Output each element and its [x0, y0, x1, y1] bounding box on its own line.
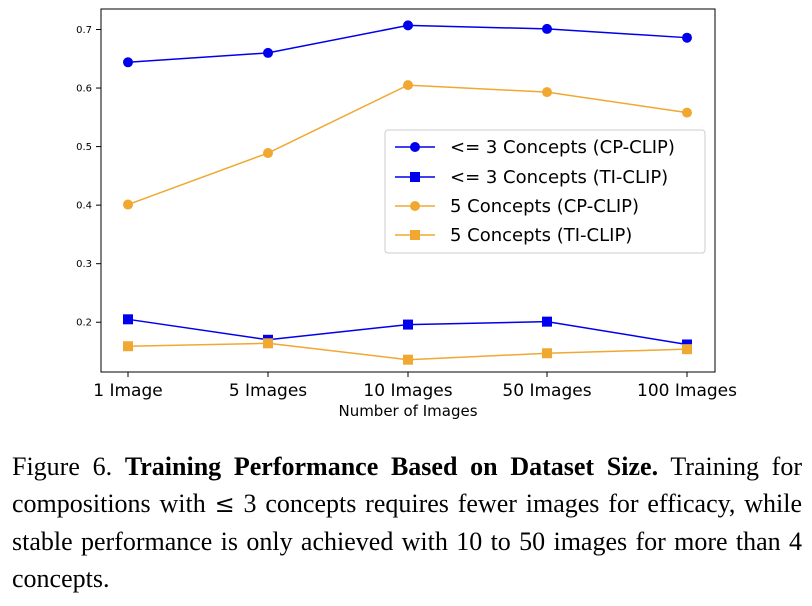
x-tick-label: 1 Image — [93, 381, 162, 401]
legend-marker — [410, 142, 420, 152]
series-3 — [123, 80, 692, 210]
x-tick-label: 10 Images — [363, 381, 452, 401]
legend-marker — [410, 172, 420, 182]
legend-box — [384, 129, 706, 254]
y-tick-label: 0.5 — [76, 142, 92, 153]
legend-entry: 5 Concepts (TI-CLIP) — [395, 225, 632, 246]
y-tick-label: 0.7 — [76, 25, 92, 36]
legend-entry: 5 Concepts (CP-CLIP) — [395, 196, 639, 217]
data-point — [263, 338, 273, 349]
data-point — [123, 341, 133, 352]
line-chart: 0.2 0.3 0.4 0.5 0.6 0.7 1 Image 5 Images 10 Ima… — [76, 8, 737, 420]
legend-entry: <= 3 Concepts (CP-CLIP) — [395, 137, 675, 158]
data-point — [123, 57, 133, 68]
series-1 — [123, 20, 692, 68]
data-point — [263, 47, 273, 58]
caption-text-before: Training for compositions with — [12, 452, 802, 518]
x-tick-label: 5 Images — [229, 381, 307, 401]
data-point — [542, 316, 552, 327]
legend-entry: <= 3 Concepts (TI-CLIP) — [395, 167, 668, 188]
data-point — [682, 107, 692, 118]
caption-text-after: 3 concepts requires fewer images for eff… — [12, 489, 803, 593]
data-point — [542, 87, 552, 98]
data-point — [682, 344, 692, 355]
legend-label: 5 Concepts (TI-CLIP) — [450, 225, 632, 246]
series-4 — [123, 338, 692, 365]
data-point — [263, 148, 273, 159]
data-point — [403, 20, 413, 31]
data-point — [123, 314, 133, 325]
data-point — [682, 32, 692, 43]
caption-label: Figure 6. — [12, 452, 113, 481]
legend: <= 3 Concepts (CP-CLIP) <= 3 Concepts (TI… — [384, 129, 706, 254]
y-tick-label: 0.4 — [76, 201, 92, 212]
series-line — [127, 24, 688, 64]
legend-marker — [410, 230, 420, 240]
legend-marker — [410, 201, 420, 211]
caption-title: Training Performance Based on Dataset Si… — [124, 452, 659, 481]
y-axis: 0.2 0.3 0.4 0.5 0.6 0.7 — [76, 25, 101, 329]
legend-label: <= 3 Concepts (CP-CLIP) — [450, 137, 675, 158]
data-point — [542, 348, 552, 359]
data-point — [403, 319, 413, 330]
data-point — [542, 23, 552, 34]
less-equal-symbol: ≤ — [214, 490, 235, 518]
legend-label: <= 3 Concepts (TI-CLIP) — [450, 167, 668, 188]
x-axis-title: Number of Images — [338, 402, 477, 420]
data-point — [403, 80, 413, 91]
x-axis: 1 Image 5 Images 10 Images 50 Images 100 Ima… — [93, 372, 737, 401]
figure-caption: Figure 6. Training Performance Based on … — [12, 448, 802, 597]
y-tick-label: 0.3 — [76, 259, 92, 270]
x-tick-label: 100 Images — [637, 381, 737, 401]
series-group — [123, 20, 692, 365]
data-point — [403, 354, 413, 365]
x-tick-label: 50 Images — [502, 381, 591, 401]
y-tick-label: 0.2 — [76, 318, 92, 329]
data-point — [123, 199, 133, 210]
y-tick-label: 0.6 — [76, 84, 92, 95]
legend-label: 5 Concepts (CP-CLIP) — [450, 196, 639, 217]
